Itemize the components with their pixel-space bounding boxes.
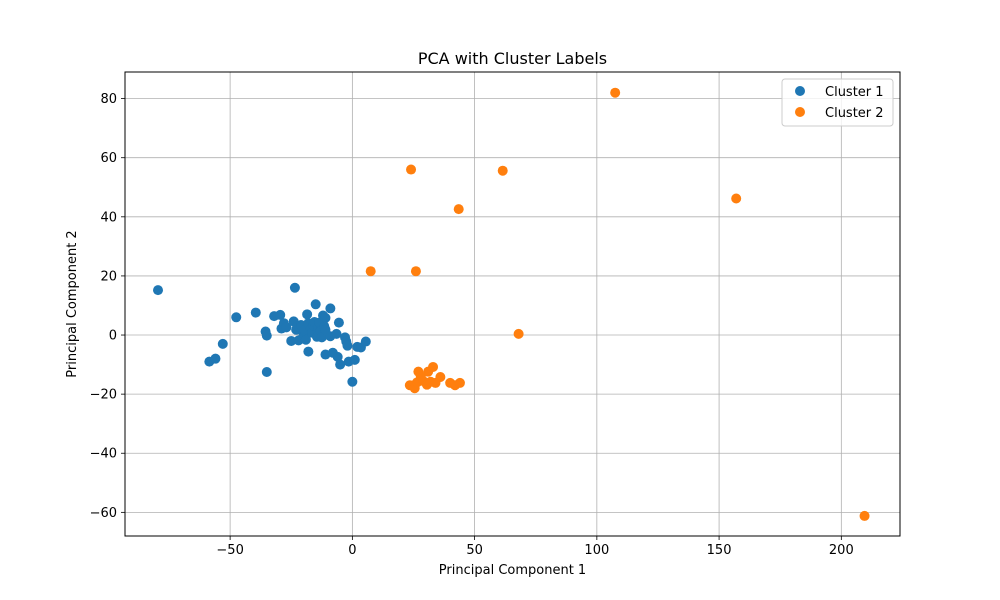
data-point-cluster-1 (250, 307, 261, 318)
x-tick-label: 200 (829, 543, 854, 558)
data-point-cluster-2 (497, 165, 508, 176)
x-axis-label: Principal Component 1 (439, 563, 586, 578)
data-point-cluster-2 (859, 510, 870, 521)
data-point-cluster-1 (360, 336, 371, 347)
plot-area (124, 71, 901, 537)
y-tick-label: 40 (100, 210, 117, 225)
legend-marker-cluster-1 (795, 86, 805, 96)
y-tick-label: 60 (100, 151, 117, 166)
x-tick-label: 50 (466, 543, 483, 558)
y-axis-label: Principal Component 2 (65, 230, 80, 377)
series-cluster-1 (153, 282, 371, 387)
y-tick-label: 0 (109, 329, 117, 344)
data-point-cluster-2 (454, 377, 465, 388)
data-point-cluster-1 (300, 334, 311, 345)
legend-label-cluster-2: Cluster 2 (825, 106, 884, 121)
y-tick-label: −20 (90, 388, 117, 403)
data-point-cluster-1 (325, 303, 336, 314)
legend: Cluster 1 Cluster 2 (781, 78, 894, 127)
data-point-cluster-1 (349, 354, 360, 365)
data-point-cluster-1 (281, 322, 292, 333)
chart-title: PCA with Cluster Labels (418, 49, 607, 68)
y-tick-label: −60 (90, 506, 117, 521)
series-cluster-2 (365, 87, 870, 521)
data-point-cluster-1 (333, 317, 344, 328)
data-point-cluster-1 (332, 351, 343, 362)
plot-frame (124, 71, 901, 537)
data-point-cluster-2 (410, 266, 421, 277)
data-point-cluster-2 (731, 193, 742, 204)
data-point-cluster-1 (217, 338, 228, 349)
data-point-cluster-1 (261, 330, 272, 341)
data-point-cluster-1 (289, 282, 300, 293)
y-tick-label: 80 (100, 92, 117, 107)
data-point-cluster-1 (210, 353, 221, 364)
x-tick-label: −50 (216, 543, 243, 558)
data-point-cluster-1 (231, 312, 242, 323)
legend-marker-cluster-2 (795, 107, 805, 117)
grid-lines (125, 72, 900, 536)
y-tick-label: 20 (100, 269, 117, 284)
data-point-cluster-1 (342, 340, 353, 351)
data-point-cluster-2 (365, 266, 376, 277)
data-point-cluster-1 (320, 312, 331, 323)
scatter-points (153, 87, 870, 521)
data-point-cluster-1 (261, 366, 272, 377)
data-point-cluster-1 (275, 309, 286, 320)
y-tick-label: −40 (90, 447, 117, 462)
legend-box (781, 78, 894, 127)
data-point-cluster-1 (310, 299, 321, 310)
x-tick-label: 0 (348, 543, 356, 558)
data-point-cluster-2 (406, 164, 417, 175)
data-point-cluster-2 (610, 87, 621, 98)
data-point-cluster-1 (303, 346, 314, 357)
legend-label-cluster-1: Cluster 1 (825, 85, 884, 100)
plot-background (125, 72, 900, 536)
data-point-cluster-1 (331, 328, 342, 339)
y-axis-ticks: −60 −40 −20 0 20 40 60 80 (90, 92, 125, 521)
data-point-cluster-2 (428, 361, 439, 372)
x-axis-ticks: −50 0 50 100 150 200 (216, 536, 854, 558)
data-point-cluster-1 (302, 309, 313, 320)
x-tick-label: 100 (584, 543, 609, 558)
data-point-cluster-1 (153, 285, 164, 296)
data-point-cluster-2 (453, 204, 464, 215)
data-point-cluster-1 (335, 359, 346, 370)
data-point-cluster-2 (435, 371, 446, 382)
x-tick-label: 150 (707, 543, 732, 558)
data-point-cluster-1 (316, 332, 327, 343)
data-point-cluster-1 (286, 335, 297, 346)
data-point-cluster-2 (513, 328, 524, 339)
data-point-cluster-1 (347, 376, 358, 387)
